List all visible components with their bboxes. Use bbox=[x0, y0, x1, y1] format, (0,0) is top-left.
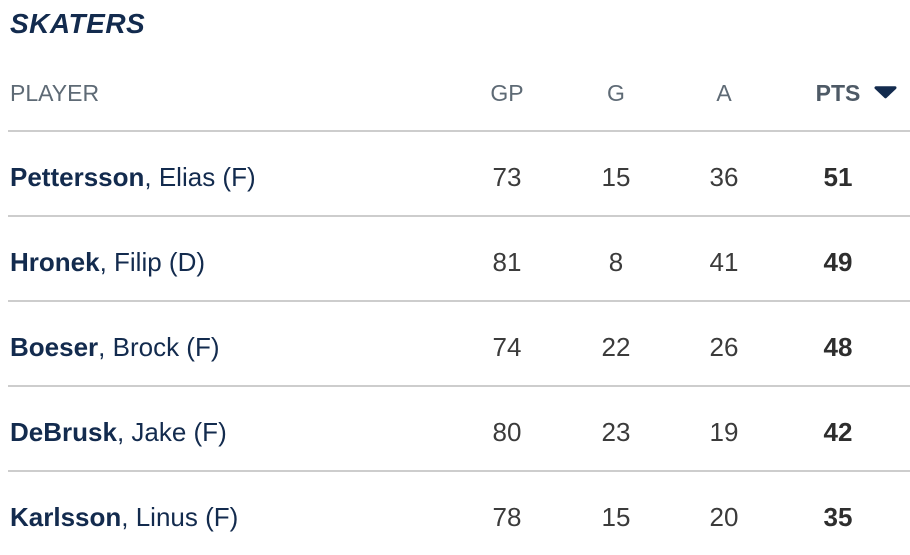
player-surname: Boeser bbox=[10, 331, 99, 362]
stat-a: 26 bbox=[709, 331, 739, 362]
stat-pts: 42 bbox=[823, 416, 853, 447]
stat-a: 19 bbox=[709, 416, 739, 447]
player-name-link[interactable]: Boeser, Brock (F) bbox=[0, 332, 452, 363]
stat-a: 36 bbox=[709, 161, 739, 192]
stat-gp: 74 bbox=[492, 331, 522, 362]
stat-gp: 73 bbox=[492, 161, 522, 192]
player-surname: Karlsson bbox=[10, 501, 122, 532]
sort-descending-triangle-down-icon bbox=[873, 85, 898, 99]
stat-gp: 78 bbox=[492, 501, 522, 532]
stat-a: 41 bbox=[709, 246, 739, 277]
player-given-name: , Elias (F) bbox=[144, 161, 256, 192]
row-divider bbox=[8, 300, 910, 302]
stat-g: 22 bbox=[601, 331, 631, 362]
player-surname: Hronek bbox=[10, 246, 100, 277]
row-divider bbox=[8, 385, 910, 387]
player-name-link[interactable]: Karlsson, Linus (F) bbox=[0, 502, 452, 533]
stat-g: 23 bbox=[601, 416, 631, 447]
player-given-name: , Jake (F) bbox=[116, 416, 227, 447]
player-given-name: , Brock (F) bbox=[98, 331, 220, 362]
column-header-pts[interactable]: PTS bbox=[778, 80, 898, 107]
stat-pts: 51 bbox=[823, 161, 853, 192]
column-header-pts-label: PTS bbox=[815, 79, 861, 106]
table-row: Karlsson, Linus (F) 78 15 20 35 bbox=[0, 472, 910, 555]
column-header-a[interactable]: A bbox=[716, 79, 732, 106]
column-header-g[interactable]: G bbox=[607, 79, 625, 106]
stat-g: 8 bbox=[608, 246, 624, 277]
table-row: Pettersson, Elias (F) 73 15 36 51 bbox=[0, 132, 910, 215]
player-given-name: , Linus (F) bbox=[121, 501, 239, 532]
table-header-row: PLAYER GP G A PTS bbox=[0, 56, 910, 130]
stat-gp: 81 bbox=[492, 246, 522, 277]
player-name-link[interactable]: Pettersson, Elias (F) bbox=[0, 162, 452, 193]
stat-pts: 49 bbox=[823, 246, 853, 277]
table-row: Hronek, Filip (D) 81 8 41 49 bbox=[0, 217, 910, 300]
player-surname: DeBrusk bbox=[10, 416, 117, 447]
column-header-gp[interactable]: GP bbox=[490, 79, 524, 106]
header-divider bbox=[8, 130, 910, 132]
player-given-name: , Filip (D) bbox=[99, 246, 206, 277]
stat-a: 20 bbox=[709, 501, 739, 532]
section-title: SKATERS bbox=[10, 8, 146, 39]
row-divider bbox=[8, 215, 910, 217]
table-row: DeBrusk, Jake (F) 80 23 19 42 bbox=[0, 387, 910, 470]
player-name-link[interactable]: DeBrusk, Jake (F) bbox=[0, 417, 452, 448]
stat-g: 15 bbox=[601, 161, 631, 192]
player-name-link[interactable]: Hronek, Filip (D) bbox=[0, 247, 452, 278]
column-header-player[interactable]: PLAYER bbox=[10, 79, 100, 106]
stat-gp: 80 bbox=[492, 416, 522, 447]
table-row: Boeser, Brock (F) 74 22 26 48 bbox=[0, 302, 910, 385]
stat-g: 15 bbox=[601, 501, 631, 532]
stat-pts: 48 bbox=[823, 331, 853, 362]
stat-pts: 35 bbox=[823, 501, 853, 532]
player-surname: Pettersson bbox=[10, 161, 145, 192]
row-divider bbox=[8, 470, 910, 472]
